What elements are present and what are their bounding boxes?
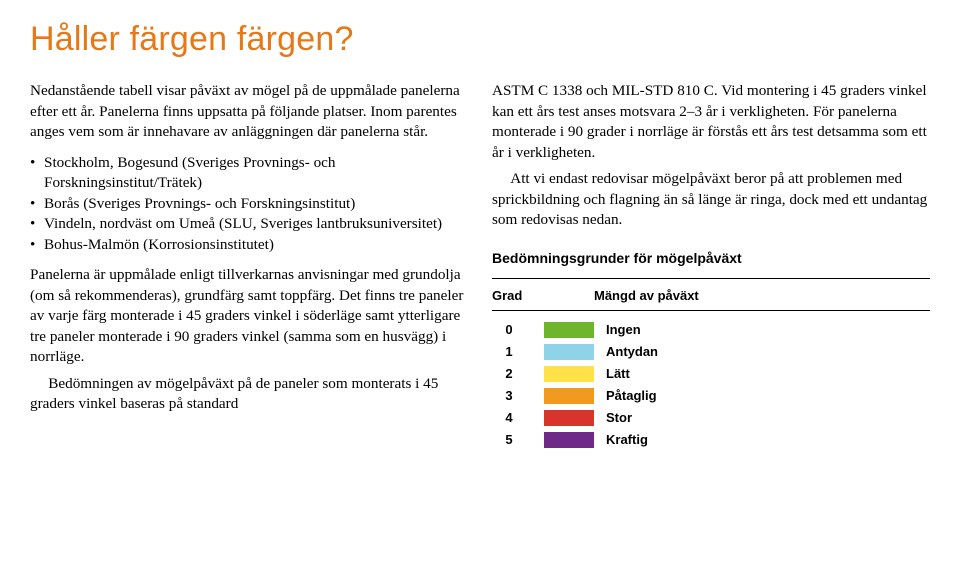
col-header-grade: Grad bbox=[492, 287, 544, 305]
grade-table-header: Grad Mängd av påväxt bbox=[492, 287, 930, 305]
standard-paragraph: ASTM C 1338 och MIL-STD 810 C. Vid monte… bbox=[492, 81, 930, 163]
grade-table-body: 0 Ingen 1 Antydan 2 Lätt 3 Påtaglig 4 Stor 5 Krafti… bbox=[492, 319, 930, 451]
col-header-amount: Mängd av påväxt bbox=[594, 287, 699, 305]
grade-label: Påtaglig bbox=[606, 387, 930, 405]
grade-label: Antydan bbox=[606, 343, 930, 361]
list-item: Vindeln, nordväst om Umeå (SLU, Sveriges… bbox=[30, 214, 468, 235]
intro-paragraph: Nedanstående tabell visar påväxt av möge… bbox=[30, 81, 468, 143]
list-item: Bohus-Malmön (Korrosionsinstitutet) bbox=[30, 235, 468, 256]
grade-row: 4 Stor bbox=[492, 407, 930, 429]
panels-paragraph: Panelerna är uppmålade enligt tillverkar… bbox=[30, 265, 468, 368]
divider bbox=[492, 278, 930, 279]
grade-number: 3 bbox=[492, 387, 544, 405]
color-swatch bbox=[544, 366, 594, 382]
page-title: Håller färgen färgen? bbox=[30, 20, 930, 59]
mold-paragraph: Att vi endast redovisar mögelpåväxt bero… bbox=[492, 169, 930, 231]
color-swatch bbox=[544, 322, 594, 338]
divider bbox=[492, 310, 930, 311]
location-list: Stockholm, Bogesund (Sveriges Provnings-… bbox=[30, 153, 468, 256]
grade-row: 3 Påtaglig bbox=[492, 385, 930, 407]
color-swatch bbox=[544, 344, 594, 360]
color-swatch bbox=[544, 410, 594, 426]
grade-number: 0 bbox=[492, 321, 544, 339]
left-column: Nedanstående tabell visar påväxt av möge… bbox=[30, 81, 468, 451]
grade-number: 5 bbox=[492, 431, 544, 449]
list-item: Borås (Sveriges Provnings- och Forskning… bbox=[30, 194, 468, 215]
grade-row: 0 Ingen bbox=[492, 319, 930, 341]
grade-label: Lätt bbox=[606, 365, 930, 383]
grade-label: Stor bbox=[606, 409, 930, 427]
grade-label: Ingen bbox=[606, 321, 930, 339]
grade-row: 5 Kraftig bbox=[492, 429, 930, 451]
grade-label: Kraftig bbox=[606, 431, 930, 449]
list-item: Stockholm, Bogesund (Sveriges Provnings-… bbox=[30, 153, 468, 194]
grade-row: 1 Antydan bbox=[492, 341, 930, 363]
grade-number: 4 bbox=[492, 409, 544, 427]
two-column-layout: Nedanstående tabell visar påväxt av möge… bbox=[30, 81, 930, 451]
color-swatch bbox=[544, 432, 594, 448]
grade-number: 1 bbox=[492, 343, 544, 361]
color-swatch bbox=[544, 388, 594, 404]
grade-row: 2 Lätt bbox=[492, 363, 930, 385]
grade-number: 2 bbox=[492, 365, 544, 383]
assessment-paragraph: Bedömningen av mögelpåväxt på de paneler… bbox=[30, 374, 468, 415]
right-column: ASTM C 1338 och MIL-STD 810 C. Vid monte… bbox=[492, 81, 930, 451]
grade-table-title: Bedömningsgrunder för mögelpåväxt bbox=[492, 249, 930, 268]
